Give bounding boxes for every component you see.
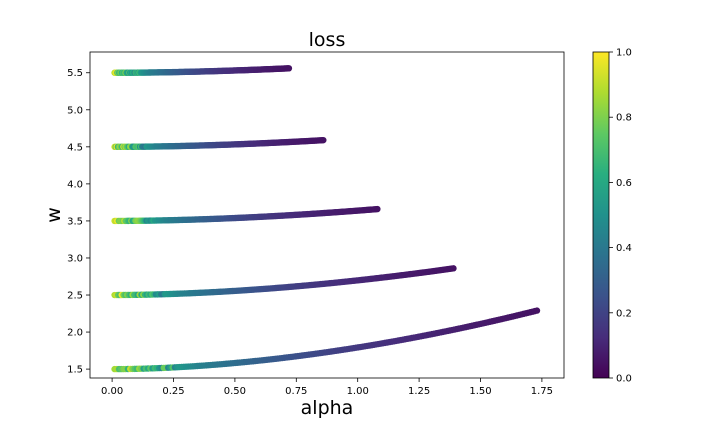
- scatter-series-0: [111, 307, 541, 373]
- colorbar-ticks: 0.0 0.2 0.4 0.6 0.8 1.0: [609, 48, 632, 385]
- x-axis-label: alpha: [301, 397, 354, 419]
- x-tick-label: 0.50: [224, 386, 246, 397]
- y-tick-label: 5.0: [67, 105, 83, 116]
- y-tick-label: 4.5: [67, 142, 83, 153]
- colorbar-tick-label: 0.4: [616, 243, 632, 254]
- y-axis-label: w: [43, 207, 65, 223]
- y-tick-label: 2.0: [67, 328, 83, 339]
- scatter-point: [320, 136, 327, 144]
- y-tick-label: 2.5: [67, 291, 83, 302]
- scatter-series-2: [111, 205, 381, 225]
- scatter-point: [450, 265, 457, 272]
- y-tick-label: 4.0: [67, 179, 83, 190]
- x-tick-label: 0.00: [101, 386, 123, 397]
- y-axis: 1.5 2.0 2.5 3.0 3.5 4.0 4.5 5.0 5.5: [67, 68, 90, 376]
- scatter-point: [374, 205, 381, 213]
- colorbar-tick-label: 0.6: [616, 178, 632, 189]
- colorbar-tick-label: 1.0: [616, 48, 632, 59]
- x-tick-label: 1.75: [531, 386, 553, 397]
- scatter-series-4: [111, 65, 293, 76]
- colorbar-gradient: [592, 51, 610, 379]
- y-tick-label: 5.5: [67, 68, 83, 79]
- x-tick-label: 0.25: [162, 386, 184, 397]
- y-tick-label: 3.5: [67, 216, 83, 227]
- x-tick-label: 1.25: [408, 386, 430, 397]
- plot-frame: [89, 51, 565, 379]
- colorbar-tick-label: 0.2: [616, 308, 632, 319]
- chart-title: loss: [309, 29, 346, 51]
- colorbar: 0.0 0.2 0.4 0.6 0.8 1.0: [592, 48, 632, 385]
- colorbar-tick-label: 0.0: [616, 374, 632, 385]
- y-tick-label: 3.0: [67, 253, 83, 264]
- x-tick-label: 0.75: [285, 386, 307, 397]
- scatter-point: [285, 65, 293, 72]
- x-axis: 0.00 0.25 0.50 0.75 1.00 1.25 1.50 1.75: [101, 378, 553, 397]
- scatter-series-1: [111, 265, 457, 299]
- scatter-point: [533, 307, 541, 314]
- x-tick-label: 1.00: [347, 386, 369, 397]
- colorbar-tick-label: 0.8: [616, 113, 632, 124]
- scatter-series-3: [111, 136, 327, 151]
- x-tick-label: 1.50: [469, 386, 491, 397]
- y-tick-label: 1.5: [67, 365, 83, 376]
- scatter-points: [111, 65, 541, 373]
